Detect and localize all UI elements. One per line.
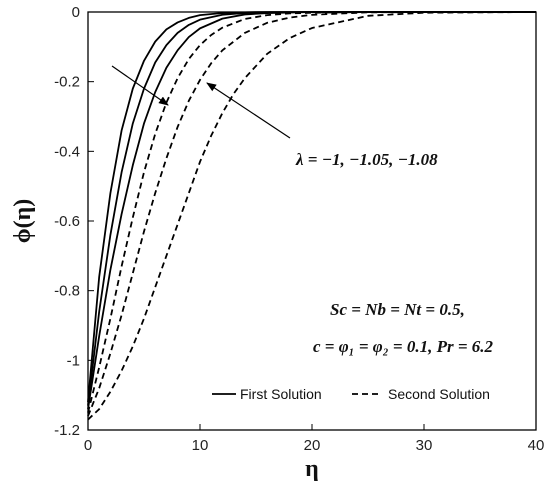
x-tick-label: 40	[528, 437, 545, 454]
plot-frame	[87, 11, 537, 431]
series-line-4-dashed	[87, 11, 536, 413]
y-tick-label: 0	[72, 4, 80, 21]
y-axis-title: ϕ(η)	[10, 199, 36, 244]
ticks-layer: 0 10 20 30 40 0 -0.2 -0.4 -0.6 -0.8 -1 -1.2	[54, 4, 544, 454]
params-annotation-1: Sc = Nb = Nt = 0.5,	[330, 300, 465, 319]
arrow-first-solution	[111, 65, 169, 106]
y-tick-label: -1	[67, 352, 80, 369]
x-tick-label: 0	[84, 437, 92, 454]
params-annotation-2: c = φ₁ = φ₂ = 0.1, Pr = 6.2	[313, 337, 494, 356]
series-line-3-solid	[87, 11, 536, 410]
y-tick-label: -0.2	[54, 74, 80, 91]
arrow-second-solution	[206, 82, 291, 139]
y-tick-label: -1.2	[54, 422, 80, 439]
legend-second-solution-label: Second Solution	[388, 386, 490, 402]
legend-first-solution-label: First Solution	[240, 386, 322, 402]
lambda-annotation: λ = −1, −1.05, −1.08	[295, 150, 438, 169]
y-tick-label: -0.6	[54, 213, 80, 230]
legend: First Solution Second Solution	[212, 386, 490, 402]
x-axis-title: η	[305, 456, 319, 482]
x-tick-label: 10	[192, 437, 209, 454]
x-tick-label: 30	[416, 437, 433, 454]
x-tick-label: 20	[304, 437, 321, 454]
series-line-6-dashed	[87, 11, 537, 421]
y-tick-label: -0.4	[54, 143, 80, 160]
y-tick-label: -0.8	[54, 283, 80, 300]
series-layer	[87, 11, 537, 421]
series-line-5-dashed	[87, 11, 536, 417]
